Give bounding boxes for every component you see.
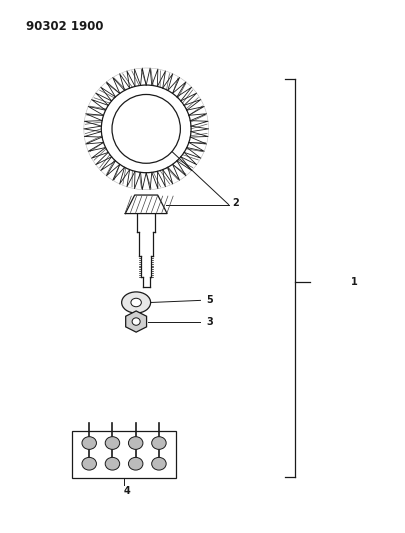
Text: 3: 3 (207, 317, 213, 327)
Bar (72, 431, 176, 478)
Ellipse shape (105, 457, 120, 470)
Ellipse shape (131, 298, 141, 306)
Text: 2: 2 (232, 198, 239, 208)
Ellipse shape (105, 437, 120, 449)
Ellipse shape (128, 457, 143, 470)
Ellipse shape (82, 457, 96, 470)
Ellipse shape (122, 292, 151, 313)
Polygon shape (137, 214, 155, 232)
Polygon shape (139, 232, 153, 256)
Text: 1: 1 (351, 277, 358, 287)
Polygon shape (126, 311, 147, 332)
Polygon shape (143, 277, 150, 287)
Polygon shape (141, 256, 151, 277)
Ellipse shape (152, 457, 166, 470)
Text: 4: 4 (124, 487, 131, 496)
Ellipse shape (132, 318, 140, 325)
Text: 90302 1900: 90302 1900 (26, 20, 103, 34)
Ellipse shape (82, 437, 96, 449)
Ellipse shape (112, 94, 180, 163)
Polygon shape (125, 195, 167, 214)
Ellipse shape (152, 437, 166, 449)
Text: 5: 5 (207, 295, 213, 305)
Ellipse shape (128, 437, 143, 449)
